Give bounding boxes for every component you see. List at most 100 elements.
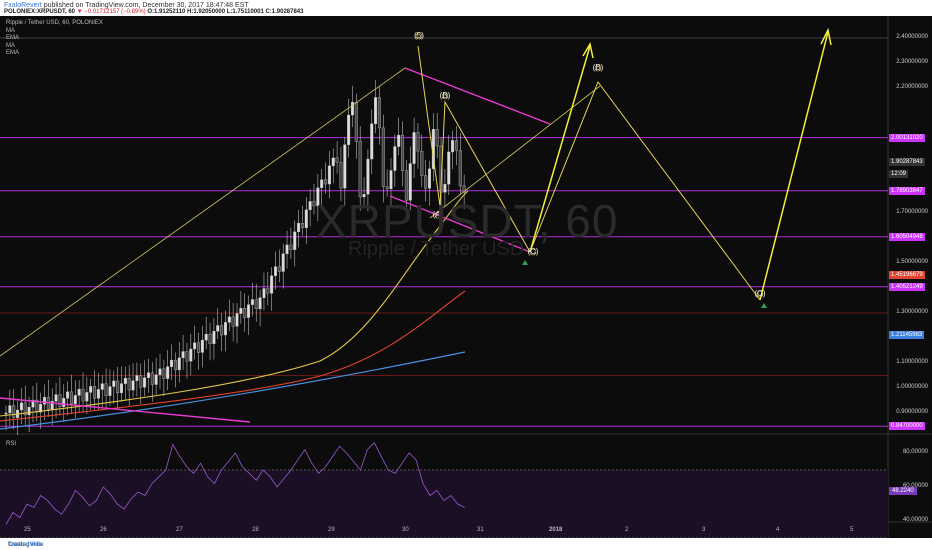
legend-ema-1[interactable]: EMA xyxy=(6,35,20,41)
candle-body xyxy=(127,377,131,391)
price-tick-label: 2.30000000 xyxy=(896,59,928,65)
candle-body xyxy=(385,186,389,190)
wave-label: (B) xyxy=(440,91,451,100)
time-tick-label: 29 xyxy=(328,527,335,533)
candle-body xyxy=(108,386,112,396)
publish-header: FxaloRevert published on TradingView.com… xyxy=(0,0,932,16)
candle-body xyxy=(443,183,447,193)
candle-body xyxy=(335,157,339,163)
wave-label: (A) xyxy=(433,210,444,219)
legend-ma-2[interactable]: MA xyxy=(6,42,15,49)
price-level-badge: 1.78903847 xyxy=(889,186,925,195)
ma-red-line xyxy=(0,290,466,422)
price-chart[interactable]: (5) (A) (B) (C) (B) (C) xyxy=(0,16,932,538)
rsi-line xyxy=(5,442,465,525)
indicator-legend: Ripple / Tether USD, 60, POLONIEX MA EMA… xyxy=(6,20,103,58)
candle-body xyxy=(227,316,231,323)
magenta-trendline xyxy=(0,397,251,423)
candle-body xyxy=(339,161,343,189)
wave-label: (C) xyxy=(754,289,765,298)
rsi-tick-label: 40.00000 xyxy=(902,517,928,523)
price-tick-label: 2.20000000 xyxy=(896,84,928,90)
candle-body xyxy=(220,325,224,336)
candle-body xyxy=(428,168,432,189)
candle-body xyxy=(19,402,23,411)
candle-body xyxy=(200,339,204,353)
candles xyxy=(4,80,466,436)
candle-body xyxy=(58,394,62,407)
wave-impulse-arrow xyxy=(759,31,829,301)
candle-body xyxy=(312,201,316,207)
candle-body xyxy=(23,402,27,416)
name-watermark: Ripple / Tether USD xyxy=(348,238,525,260)
ohlc-line: POLONIEX:XRPUSDT, 60 ▼ −0.01712157 (−0.8… xyxy=(4,9,304,15)
candle-body xyxy=(343,144,347,189)
candle-body xyxy=(347,114,351,145)
time-tick-label: 28 xyxy=(252,527,259,533)
price-level-badge: 1.60504948 xyxy=(889,232,925,241)
rsi-value-badge: 48.2240 xyxy=(889,487,917,495)
candle-body xyxy=(96,389,100,399)
wave-node xyxy=(756,290,764,298)
wave-node xyxy=(594,64,602,72)
candle-body xyxy=(243,308,247,318)
rsi-tick-label: 60.00000 xyxy=(902,483,928,489)
wave-node xyxy=(529,248,537,256)
candle-body xyxy=(393,146,397,171)
publish-info: published on TradingView.com, December 3… xyxy=(43,2,249,9)
price-level-badge: 1.40521249 xyxy=(889,282,925,291)
tradingview-logo[interactable]: TradingView xyxy=(8,542,44,548)
candle-body xyxy=(131,380,135,391)
candle-body xyxy=(239,308,243,314)
candle-body xyxy=(177,357,181,371)
time-tick-label: 4 xyxy=(776,527,780,533)
time-tick-label: 2 xyxy=(625,527,629,533)
candle-body xyxy=(173,359,177,371)
legend-ema-2[interactable]: EMA xyxy=(6,50,20,56)
candle-body xyxy=(293,231,297,250)
candle-body xyxy=(77,388,81,396)
candle-body xyxy=(366,158,370,195)
candle-body xyxy=(377,97,381,129)
candle-body xyxy=(351,101,355,116)
candle-body xyxy=(162,368,166,379)
candle-body xyxy=(8,405,12,414)
candle-body xyxy=(93,386,97,399)
candle-body xyxy=(274,266,278,276)
price-level-badge: 1.90287843 xyxy=(889,158,925,167)
candle-body xyxy=(170,359,174,367)
candle-body xyxy=(135,375,139,381)
candle-body xyxy=(89,386,93,393)
candle-body xyxy=(435,129,439,147)
buy-marker xyxy=(522,260,528,265)
author-link[interactable]: FxaloRevert xyxy=(4,2,42,9)
candle-body xyxy=(270,275,274,294)
candle-body xyxy=(401,134,405,171)
time-tick-label: 5 xyxy=(850,527,854,533)
time-tick-label: 3 xyxy=(702,527,706,533)
candle-body xyxy=(216,325,220,332)
legend-ma-1[interactable]: MA xyxy=(6,27,15,34)
candle-body xyxy=(404,170,408,201)
candle-body xyxy=(451,140,455,153)
ohlc-values: O:1.91252110 H:1.92050000 L:1.75110001 C… xyxy=(147,9,304,15)
yellow-trendline xyxy=(0,67,406,357)
wave-node xyxy=(441,92,449,100)
magenta-trendline xyxy=(404,67,551,125)
candle-body xyxy=(324,179,328,185)
wave-node xyxy=(415,32,423,40)
candle-body xyxy=(370,123,374,160)
candle-body xyxy=(204,333,208,341)
chart-pane[interactable]: (5) (A) (B) (C) (B) (C) Ripple / Tether USD, … xyxy=(0,16,932,538)
candle-body xyxy=(389,170,393,190)
arrow-head xyxy=(582,41,594,59)
candle-body xyxy=(285,244,289,255)
candle-body xyxy=(250,299,254,305)
candle-body xyxy=(208,333,212,344)
candle-body xyxy=(281,253,285,272)
candle-body xyxy=(43,397,47,405)
candle-body xyxy=(123,377,127,384)
rsi-title: RSI xyxy=(6,441,17,447)
candle-body xyxy=(223,322,227,336)
time-tick-label: 31 xyxy=(477,527,484,533)
